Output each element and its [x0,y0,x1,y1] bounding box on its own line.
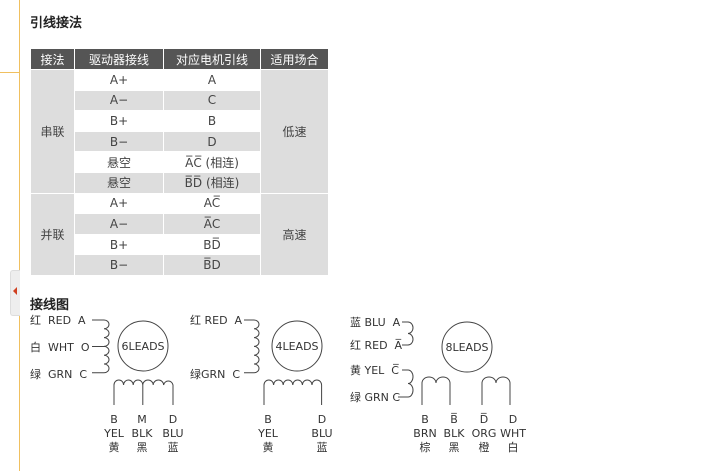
motor-lead-cell: A̅C̅ (相连) [163,151,261,173]
motor-circle [117,320,169,372]
motor-lead-cell: B̅D [163,254,261,276]
table-row: B− D [31,130,329,153]
bottom-lead-label: BLK [132,427,154,440]
bottom-lead-label: BLU [162,427,183,440]
coil-b [421,376,511,405]
bottom-lead-label: D [169,413,177,426]
side-panel-box [0,0,19,73]
bottom-lead-label: 蓝 [168,441,179,454]
lead-label: 红 RED A [30,314,86,327]
header-cell: 接法 [30,48,75,70]
driver-lead-cell: B+ [74,233,164,256]
motor-lead-cell: B [163,110,261,132]
motor-lead-cell: AC̅ [163,192,261,215]
motor-circle [271,320,323,372]
motor-label: 6LEADS [121,340,164,353]
bottom-lead-label: 黄 [263,440,274,454]
coil-b [113,379,174,405]
coil-a [92,319,110,374]
table-row: 串联 A+ A 低速 [30,69,329,194]
lead-label: 绿 GRN C [30,367,87,381]
lead-label: 红 RED A̅ [350,339,403,352]
driver-lead-cell: B− [74,254,164,276]
table-row: 悬空 A̅C̅ (相连) [31,151,329,173]
header-cell: 对应电机引线 [163,48,261,70]
section-title-leads: 引线接法 [30,16,83,31]
motor-circle [441,321,493,373]
arrow-left-icon [13,287,17,295]
bottom-lead-label: 黑 [449,441,460,454]
bottom-lead-label: 橙 [479,440,490,454]
motor-label: 4LEADS [275,340,318,353]
coil-b [263,379,323,405]
coil-a [244,319,260,374]
table-row: A− C [31,89,329,112]
bottom-lead-label: D̅ [480,413,488,426]
bottom-lead-label: 白 [508,440,519,454]
motor-lead-cell: B̅D̅ (相连) [163,171,261,194]
bottom-lead-label: B̅ [450,413,458,426]
lead-label: 绿 GRN C [350,390,400,404]
motor-lead-cell: C [163,89,261,112]
motor-lead-cell: BD̅ [163,233,261,256]
lead-label: 绿GRN C [190,367,240,381]
diagram-8leads: 蓝 BLU A 红 RED A̅ 黄 YEL C̅ 绿 GRN C 8LEADS… [350,316,526,454]
lead-label: 蓝 BLU A [350,316,401,329]
bottom-lead-label: 棕 [420,440,431,454]
use-cell: 高速 [260,192,329,276]
table-row: B+ BD̅ [31,233,329,256]
section-title-diagram: 接线图 [30,298,70,313]
bottom-lead-label: WHT [500,427,526,440]
header-cell: 适用场合 [260,48,329,70]
bottom-lead-label: YEL [257,427,279,440]
motor-lead-cell: D [163,130,261,153]
bottom-lead-label: B [421,413,429,426]
use-cell: 低速 [260,69,329,194]
bottom-lead-label: 蓝 [317,441,328,454]
mode-cell: 串联 [30,69,75,194]
bottom-lead-label: YEL [103,427,125,440]
bottom-lead-label: B [110,413,118,426]
lead-label: 白 WHT O [30,340,90,354]
coil-a [398,321,414,398]
driver-lead-cell: A− [74,213,164,235]
motor-lead-cell: A̅C [163,213,261,235]
lead-label: 红 RED A [190,314,243,327]
table-row: B− B̅D [31,254,329,276]
mode-cell: 并联 [30,192,75,276]
bottom-lead-label: 黑 [137,441,148,454]
lead-label: 黄 YEL C̅ [350,363,400,377]
bottom-lead-label: D [509,413,517,426]
driver-lead-cell: 悬空 [74,171,164,194]
bottom-lead-label: D [318,413,326,426]
motor-label: 8LEADS [445,341,488,354]
bottom-lead-label: ORG [472,427,497,440]
bottom-lead-label: BRN [413,427,436,440]
side-divider [19,0,20,471]
table-row: 并联 A+ AC̅ 高速 [30,192,329,276]
collapse-tab[interactable] [10,270,20,316]
bottom-lead-label: 黄 [109,440,120,454]
bottom-lead-label: M [137,413,147,426]
bottom-lead-label: BLU [311,427,332,440]
table-row: B+ B [31,110,329,132]
table-row: 悬空 B̅D̅ (相连) [31,171,329,194]
bottom-lead-label: B [264,413,272,426]
bottom-lead-label: BLK [444,427,466,440]
wiring-table: 接法 驱动器接线 对应电机引线 适用场合 串联 A+ A 低速 A− C B+ B B− D 悬空 A̅C̅… [30,48,329,276]
table-row: A− A̅C [31,213,329,235]
